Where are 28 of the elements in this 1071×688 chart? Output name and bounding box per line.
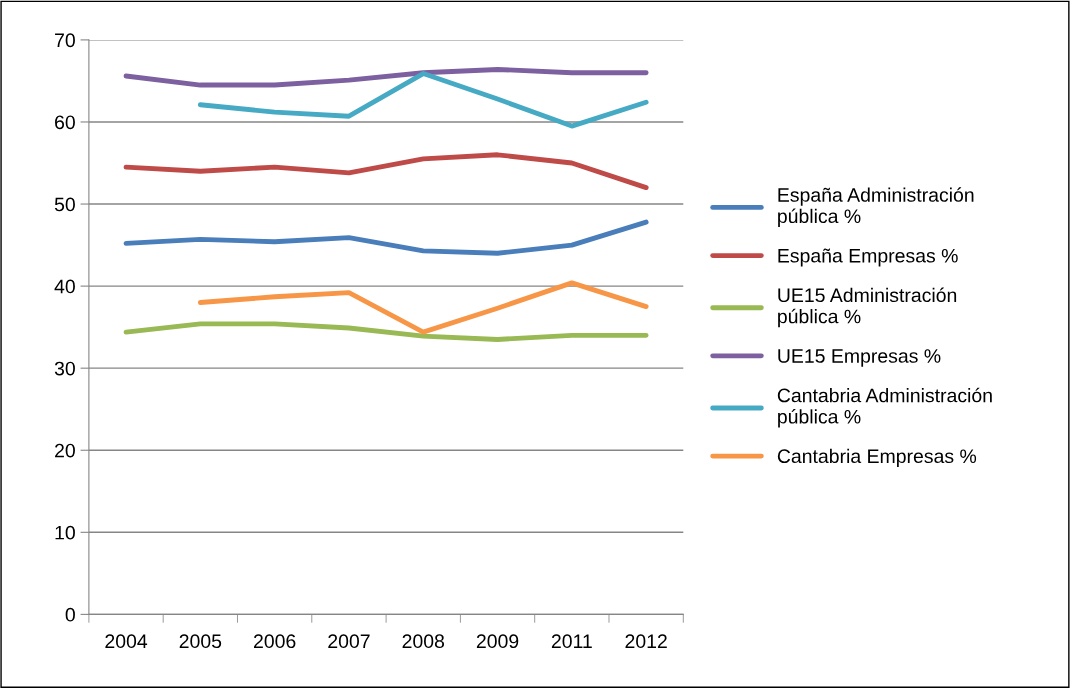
y-tick-label: 20 (55, 443, 75, 458)
legend-label: UE15 Administración pública % (778, 287, 957, 328)
x-tick-label: 2005 (179, 634, 222, 649)
x-tick-label: 2004 (105, 634, 148, 649)
y-tick-label: 60 (55, 115, 75, 130)
line-series (123, 67, 649, 88)
x-tick-label: 2009 (476, 634, 519, 649)
line-series (123, 152, 649, 191)
y-tick-label: 50 (54, 197, 75, 212)
legend-label: España Empresas % (778, 248, 958, 267)
y-tick-label: 40 (54, 279, 75, 294)
x-tick-label: 2006 (254, 634, 296, 649)
y-tick-label: 0 (65, 607, 75, 622)
y-tick-label: 10 (55, 525, 75, 540)
line-series (197, 280, 649, 335)
legend-label: España Administración pública % (778, 187, 974, 227)
x-tick-label: 2008 (402, 634, 445, 649)
legend-label: Cantabria Administración pública % (777, 387, 992, 428)
x-tick-label: 2007 (328, 634, 370, 649)
x-tick-label: 2012 (625, 634, 667, 649)
line-series (123, 219, 649, 256)
y-tick-label: 30 (54, 361, 75, 376)
line-series (123, 321, 649, 342)
legend-label: UE15 Empresas % (778, 349, 941, 367)
y-tick-label: 70 (55, 33, 75, 48)
line-series (197, 71, 649, 129)
legend-label: Cantabria Empresas % (777, 448, 977, 467)
x-tick-label: 2011 (551, 634, 592, 649)
